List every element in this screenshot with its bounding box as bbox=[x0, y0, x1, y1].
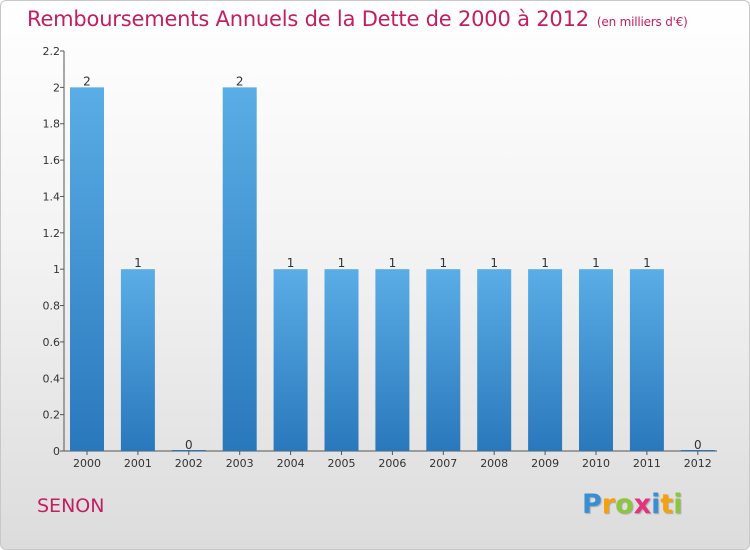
data-label: 1 bbox=[134, 256, 142, 270]
y-tick-label: 1.4 bbox=[43, 190, 61, 203]
logo-letter: P bbox=[582, 489, 602, 520]
x-tick-label: 2000 bbox=[73, 457, 101, 470]
bar bbox=[579, 269, 613, 451]
logo-letter: r bbox=[601, 489, 616, 520]
x-tick-label: 2010 bbox=[582, 457, 610, 470]
x-tick-label: 2003 bbox=[226, 457, 254, 470]
y-tick-label: 0.2 bbox=[43, 409, 61, 422]
y-tick-label: 1 bbox=[53, 263, 60, 276]
bar bbox=[629, 269, 664, 451]
commune-name: SENON bbox=[37, 495, 105, 517]
x-tick-label: 2011 bbox=[633, 457, 661, 470]
data-label: 1 bbox=[541, 256, 549, 270]
proxiti-logo: Proxiti bbox=[582, 489, 683, 520]
logo-letter: i bbox=[651, 489, 661, 520]
data-label: 1 bbox=[643, 256, 651, 270]
bars bbox=[70, 87, 715, 451]
chart-title: Remboursements Annuels de la Dette de 20… bbox=[27, 7, 688, 31]
data-label: 1 bbox=[439, 256, 447, 270]
y-tick-label: 1.8 bbox=[43, 118, 61, 131]
x-tick-label: 2007 bbox=[429, 457, 457, 470]
bar bbox=[680, 450, 715, 451]
y-tick-label: 0.8 bbox=[43, 300, 61, 313]
data-label: 1 bbox=[592, 256, 600, 270]
data-label: 2 bbox=[236, 74, 244, 88]
x-tick-label: 2001 bbox=[124, 457, 152, 470]
data-label: 1 bbox=[389, 256, 397, 270]
y-tick-label: 2.2 bbox=[43, 45, 61, 58]
y-tick-label: 0.4 bbox=[43, 372, 61, 385]
data-label: 0 bbox=[185, 438, 193, 452]
x-tick-label: 2002 bbox=[175, 457, 203, 470]
title-text: Remboursements Annuels de la Dette de 20… bbox=[27, 7, 589, 31]
bar bbox=[324, 269, 359, 451]
x-tick-label: 2006 bbox=[378, 457, 406, 470]
unit-label: (en milliers d'€) bbox=[596, 15, 688, 29]
bar bbox=[477, 269, 512, 451]
data-label: 1 bbox=[287, 256, 295, 270]
x-tick-label: 2012 bbox=[684, 457, 712, 470]
bar bbox=[528, 269, 563, 451]
y-tick-label: 0.6 bbox=[43, 336, 61, 349]
bar bbox=[273, 269, 308, 451]
logo-letter: t bbox=[660, 489, 674, 520]
y-tick-label: 2 bbox=[53, 81, 60, 94]
bar bbox=[222, 87, 257, 451]
bar bbox=[375, 269, 410, 451]
y-tick-label: 0 bbox=[53, 445, 60, 458]
logo-letter: i bbox=[673, 489, 683, 520]
bar bbox=[120, 269, 155, 451]
bar bbox=[70, 87, 104, 451]
logo-letter: x bbox=[633, 489, 652, 520]
x-tick-label: 2004 bbox=[277, 457, 305, 470]
logo-letter: o bbox=[615, 489, 634, 520]
data-label: 1 bbox=[338, 256, 346, 270]
x-tick-label: 2005 bbox=[328, 457, 356, 470]
bar bbox=[171, 450, 206, 451]
bar bbox=[426, 269, 461, 451]
y-tick-label: 1.2 bbox=[43, 227, 61, 240]
data-label: 2 bbox=[83, 74, 91, 88]
y-tick-label: 1.6 bbox=[43, 154, 61, 167]
data-label: 0 bbox=[694, 438, 702, 452]
data-label: 1 bbox=[490, 256, 498, 270]
x-tick-label: 2009 bbox=[531, 457, 559, 470]
data-labels: 2 1 0 2 1 1 1 1 1 1 1 1 0 bbox=[83, 74, 701, 452]
x-tick-label: 2008 bbox=[480, 457, 508, 470]
